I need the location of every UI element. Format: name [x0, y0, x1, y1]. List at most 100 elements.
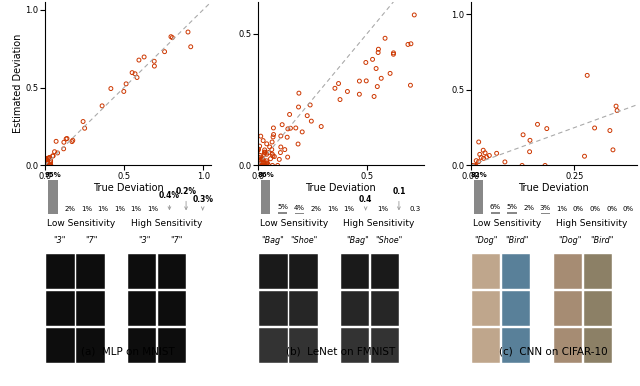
Point	[41, 156, 51, 162]
Point	[259, 163, 269, 169]
Point	[525, 137, 535, 143]
Point	[258, 157, 268, 163]
Point	[380, 35, 390, 41]
Point	[62, 135, 72, 142]
Point	[361, 59, 371, 66]
Point	[253, 163, 263, 169]
Text: 95%: 95%	[45, 172, 61, 178]
Point	[406, 41, 416, 47]
Point	[134, 57, 144, 63]
Bar	[474, 180, 483, 214]
Text: High Sensitivity: High Sensitivity	[131, 220, 202, 229]
Text: "3": "3"	[138, 235, 151, 245]
Point	[61, 136, 71, 142]
Point	[264, 149, 274, 156]
Text: (a)  MLP on MNIST: (a) MLP on MNIST	[81, 347, 175, 357]
Bar	[554, 254, 582, 289]
Point	[68, 137, 78, 144]
Text: 0.3: 0.3	[410, 206, 421, 212]
Point	[67, 139, 77, 145]
Bar	[472, 254, 500, 289]
Point	[139, 54, 149, 60]
Point	[492, 150, 502, 156]
Point	[611, 103, 621, 109]
Point	[376, 75, 387, 81]
Point	[282, 154, 292, 160]
Point	[166, 34, 176, 40]
Bar	[502, 254, 531, 289]
Point	[524, 149, 534, 155]
Text: Low Sensitivity: Low Sensitivity	[47, 220, 115, 229]
Point	[262, 160, 273, 166]
Y-axis label: Estimated Deviation: Estimated Deviation	[13, 34, 22, 134]
Text: 1%: 1%	[377, 206, 388, 212]
Point	[306, 118, 316, 124]
Point	[291, 125, 301, 131]
Point	[58, 146, 68, 152]
Point	[283, 126, 293, 132]
Point	[45, 160, 56, 166]
Text: "Shoe": "Shoe"	[376, 235, 403, 245]
Bar	[491, 212, 500, 214]
X-axis label: True Deviation: True Deviation	[93, 183, 163, 193]
Point	[388, 50, 399, 56]
Point	[257, 163, 267, 169]
Point	[257, 156, 268, 163]
Point	[253, 161, 263, 167]
Point	[369, 93, 380, 100]
Text: "3": "3"	[54, 235, 66, 245]
Point	[373, 49, 383, 56]
Bar	[371, 291, 399, 326]
Point	[127, 69, 137, 76]
Point	[469, 163, 479, 169]
Point	[59, 139, 69, 146]
Point	[316, 124, 326, 130]
Bar	[259, 328, 287, 363]
Point	[268, 125, 278, 131]
Point	[475, 151, 485, 157]
Point	[253, 148, 263, 154]
Point	[254, 159, 264, 165]
Text: 3%: 3%	[540, 205, 551, 211]
Text: 0%: 0%	[606, 207, 618, 212]
Point	[253, 154, 264, 161]
Text: "Dog": "Dog"	[474, 235, 497, 245]
Bar	[259, 254, 287, 289]
Point	[470, 163, 481, 169]
Point	[254, 163, 264, 169]
Text: High Sensitivity: High Sensitivity	[556, 220, 628, 229]
Point	[106, 85, 116, 91]
Point	[293, 141, 303, 147]
Point	[589, 125, 600, 131]
Point	[262, 158, 272, 164]
Point	[268, 153, 278, 159]
Bar	[158, 328, 186, 363]
Point	[268, 131, 278, 137]
Point	[255, 154, 266, 160]
Text: 2%: 2%	[64, 206, 75, 212]
Point	[41, 163, 51, 169]
Point	[49, 149, 60, 155]
Point	[258, 137, 268, 144]
Point	[255, 161, 265, 168]
Point	[257, 163, 268, 169]
Point	[40, 163, 50, 169]
Point	[253, 163, 264, 169]
Text: (c)  CNN on CIFAR-10: (c) CNN on CIFAR-10	[499, 347, 608, 357]
Point	[268, 163, 278, 169]
Point	[612, 107, 622, 113]
Point	[261, 160, 271, 166]
Point	[484, 152, 495, 159]
Point	[262, 151, 272, 157]
Point	[282, 134, 292, 140]
Point	[474, 139, 484, 145]
Text: 4%: 4%	[294, 205, 305, 211]
Point	[478, 147, 488, 153]
Point	[167, 34, 177, 41]
Bar	[76, 328, 105, 363]
Point	[274, 156, 284, 163]
Point	[149, 58, 159, 64]
Point	[186, 44, 196, 50]
Text: 82%: 82%	[470, 172, 487, 178]
Point	[255, 143, 265, 149]
